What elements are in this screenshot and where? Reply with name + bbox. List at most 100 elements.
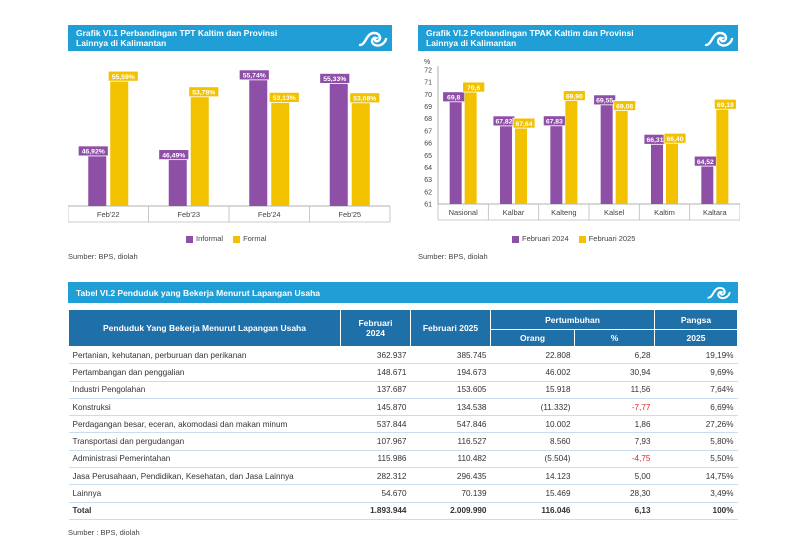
- data-label-box: [349, 92, 381, 104]
- cell-sector: Lainnya: [68, 484, 341, 503]
- chart1-title-line2: Lainnya di Kalimantan: [76, 38, 167, 48]
- cell-feb2025: 2.009.990: [410, 501, 491, 520]
- data-label-box: [188, 86, 220, 98]
- cell-people: (5.504): [490, 450, 575, 469]
- cell-feb2025: 116.527: [410, 432, 491, 451]
- y-tick-label: 62: [424, 189, 432, 196]
- data-label-box: [562, 90, 586, 101]
- cell-pct: 28,30: [574, 484, 655, 503]
- bar-series2: [464, 87, 477, 204]
- chart1-title-banner: Grafik VI.1 Perbandingan TPT Kaltim dan …: [68, 25, 392, 51]
- y-tick-label: 71: [424, 80, 432, 87]
- cell-people: 15.918: [490, 381, 575, 399]
- table-row: Transportasi dan pergudangan 107.967 116.5…: [68, 432, 738, 451]
- data-label-box: [593, 94, 617, 106]
- data-label: 53,78%: [192, 90, 215, 97]
- data-label: 66,40: [666, 136, 683, 143]
- data-label: 69,90: [566, 93, 583, 100]
- cell-share: 27,26%: [654, 415, 738, 434]
- cell-sector: Jasa Perusahaan, Pendidikan, Kesehatan, …: [68, 467, 341, 486]
- table-row: Konstruksi 145.870 134.538 (11.332) -7,77 6,6…: [68, 398, 738, 417]
- cell-pct: 7,93: [574, 432, 655, 451]
- data-label-box: [107, 70, 139, 82]
- bar-series1: [500, 120, 512, 204]
- cell-feb2025: 547.846: [410, 415, 491, 434]
- chart2-title-banner: Grafik VI.2 Perbandingan TPAK Kaltim dan…: [418, 25, 738, 51]
- data-label-box: [319, 73, 351, 84]
- header-growth-pct: %: [574, 329, 655, 347]
- data-label: 53,08%: [353, 96, 376, 103]
- data-label: 55,33%: [323, 76, 346, 83]
- chart1-source: Sumber: BPS, diolah: [68, 252, 138, 261]
- data-label-box: [268, 91, 300, 103]
- table-source: Sumber : BPS, diolah: [68, 528, 140, 537]
- bar-series2: [271, 101, 290, 206]
- data-label-box: [713, 98, 737, 110]
- header-growth-people: Orang: [490, 329, 575, 347]
- y-tick-label: 68: [424, 116, 432, 123]
- cell-feb2024: 107.967: [340, 432, 411, 451]
- bar-series1: [88, 154, 107, 206]
- cell-sector: Transportasi dan pergudangan: [68, 432, 341, 451]
- data-label: 67,64: [515, 121, 532, 128]
- legend-item-feb-2025: Februari 2025: [578, 234, 635, 243]
- cell-sector: Pertambangan dan penggalian: [68, 363, 341, 382]
- header-share: Pangsa: [654, 309, 738, 330]
- cell-people: 116.046: [490, 501, 575, 520]
- data-label-box: [613, 100, 637, 111]
- cell-pct: 6,13: [574, 501, 655, 520]
- cell-pct: 1,86: [574, 415, 655, 434]
- cell-share: 6,69%: [654, 398, 738, 417]
- legend-item-feb-2024: Februari 2024: [512, 234, 569, 243]
- cell-people: 15.469: [490, 484, 575, 503]
- chart2-title-line2: Lainnya di Kalimantan: [426, 38, 517, 48]
- cell-people: 8.560: [490, 432, 575, 451]
- cell-people: (11.332): [490, 398, 575, 417]
- cell-sector: Pertanian, kehutanan, perburuan dan peri…: [68, 346, 341, 365]
- chart1-title-line1: Grafik VI.1 Perbandingan TPT Kaltim dan …: [76, 28, 278, 38]
- x-tick-label: Kalbar: [503, 208, 525, 217]
- data-label-box: [512, 117, 536, 129]
- data-label: 55,74%: [243, 73, 266, 80]
- cell-sector: Industri Pengolahan: [68, 381, 341, 399]
- wave-icon: [704, 31, 734, 47]
- table-row: Industri Pengolahan 137.687 153.605 15.918 1…: [68, 381, 738, 399]
- chart2-title-line1: Grafik VI.2 Perbandingan TPAK Kaltim dan…: [426, 28, 634, 38]
- bar-series2: [515, 123, 527, 204]
- cell-share: 14,75%: [654, 467, 738, 486]
- cell-sector: Konstruksi: [68, 398, 341, 417]
- x-tick-label: Feb'23: [177, 210, 200, 219]
- data-label-box: [238, 69, 270, 81]
- header-growth: Pertumbuhan: [490, 309, 655, 330]
- bar-series1: [449, 96, 462, 204]
- bar-series1: [701, 161, 714, 204]
- data-label: 46,92%: [82, 149, 105, 156]
- wave-icon: [707, 286, 731, 300]
- x-tick-label: Feb'24: [258, 210, 281, 219]
- cell-feb2024: 537.844: [340, 415, 411, 434]
- table-row: Jasa Perusahaan, Pendidikan, Kesehatan, …: [68, 467, 738, 486]
- y-unit-label: %: [424, 59, 430, 66]
- header-share-year: 2025: [654, 329, 738, 347]
- cell-pct: 11,56: [574, 381, 655, 399]
- x-tick-label: Kaltim: [654, 208, 675, 217]
- x-tick-label: Kalteng: [551, 208, 576, 217]
- bar-series2: [716, 104, 729, 204]
- x-tick-label: Kaltara: [703, 208, 728, 217]
- cell-feb2024: 54.670: [340, 484, 411, 503]
- y-tick-label: 65: [424, 153, 432, 160]
- cell-share: 9,69%: [654, 363, 738, 382]
- data-label: 67,82: [495, 119, 512, 126]
- cell-share: 100%: [654, 501, 738, 520]
- y-tick-label: 63: [424, 177, 432, 184]
- table-row: Perdagangan besar, eceran, akomodasi dan…: [68, 415, 738, 434]
- table-row: Administrasi Pemerintahan 115.986 110.482(…: [68, 450, 738, 469]
- chart2-tpak-bar-chart: 61 62 63 64 65 66 67 68 69 70 71 72% Nasional 69,8 70,…: [424, 59, 740, 221]
- employment-by-sector-table: Penduduk Yang Bekerja Menurut Lapangan U…: [68, 309, 738, 520]
- chart2-legend: Februari 2024 Februari 2025: [512, 234, 635, 243]
- cell-pct: 30,94: [574, 363, 655, 382]
- cell-feb2025: 194.673: [410, 363, 491, 382]
- x-tick-label: Nasional: [449, 208, 479, 217]
- data-label-box: [542, 115, 566, 127]
- header-feb-2024: Februari 2024: [340, 309, 411, 347]
